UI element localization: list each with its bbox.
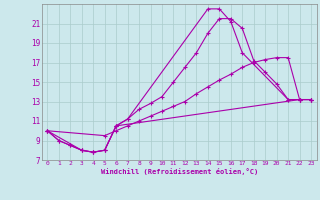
X-axis label: Windchill (Refroidissement éolien,°C): Windchill (Refroidissement éolien,°C) [100,168,258,175]
